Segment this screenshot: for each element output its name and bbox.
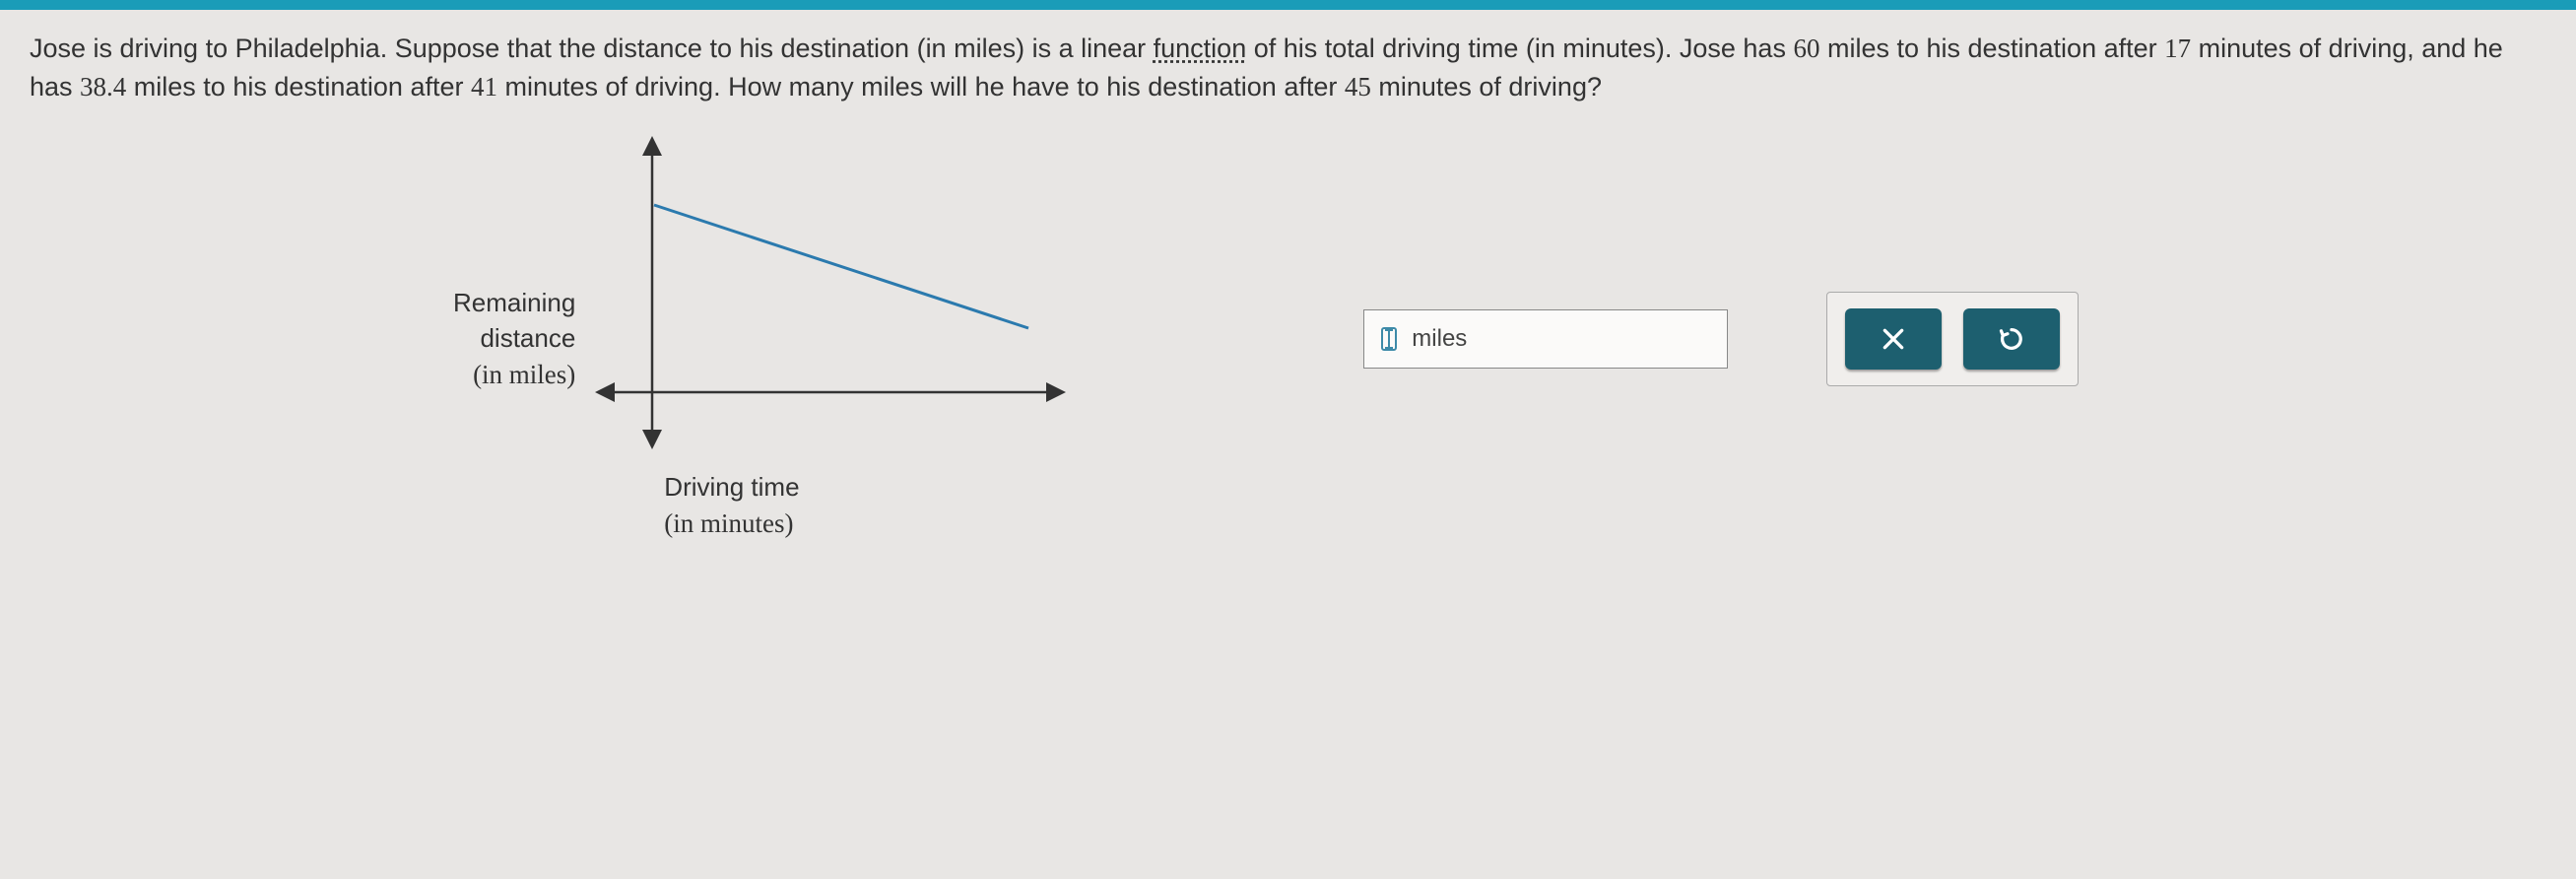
x-axis-label: Driving time (in minutes) bbox=[664, 469, 799, 542]
data-line bbox=[654, 205, 1028, 328]
content-area: Jose is driving to Philadelphia. Suppose… bbox=[0, 0, 2576, 562]
button-panel bbox=[1826, 292, 2079, 386]
text: minutes of driving? bbox=[1371, 72, 1602, 101]
y-axis-label-line1: Remaining bbox=[453, 285, 575, 320]
clear-button[interactable] bbox=[1845, 308, 1942, 370]
function-link[interactable]: function bbox=[1154, 34, 1247, 63]
undo-button[interactable] bbox=[1963, 308, 2060, 370]
answer-unit: miles bbox=[1412, 325, 1467, 353]
text: Jose is driving to Philadelphia. Suppose… bbox=[30, 34, 1154, 63]
number-17: 17 bbox=[2164, 34, 2191, 63]
undo-icon bbox=[1998, 325, 2025, 353]
y-axis-label-line2: distance bbox=[453, 320, 575, 356]
axes-wrap: Driving time (in minutes) bbox=[595, 136, 1068, 542]
text-cursor-icon bbox=[1378, 324, 1400, 354]
answer-row: miles bbox=[1363, 292, 2079, 386]
x-axis-label-line1: Driving time bbox=[664, 469, 799, 505]
y-axis-label: Remaining distance (in miles) bbox=[453, 285, 575, 394]
number-41: 41 bbox=[471, 72, 497, 101]
text: minutes of driving. How many miles will … bbox=[497, 72, 1345, 101]
x-axis-label-line2: (in minutes) bbox=[664, 506, 799, 543]
graph-svg bbox=[595, 136, 1068, 461]
number-45: 45 bbox=[1345, 72, 1371, 101]
x-icon bbox=[1881, 326, 1906, 352]
top-accent-bar bbox=[0, 0, 2576, 10]
problem-statement: Jose is driving to Philadelphia. Suppose… bbox=[30, 30, 2542, 106]
text: miles to his destination after bbox=[1819, 34, 2164, 63]
y-axis-label-line3: (in miles) bbox=[453, 357, 575, 394]
answer-input[interactable]: miles bbox=[1363, 309, 1728, 369]
text: miles to his destination after bbox=[126, 72, 471, 101]
number-60: 60 bbox=[1793, 34, 1819, 63]
number-38-4: 38.4 bbox=[80, 72, 126, 101]
graph-area: Remaining distance (in miles) bbox=[453, 136, 1068, 542]
lower-row: Remaining distance (in miles) bbox=[30, 136, 2546, 542]
text: of his total driving time (in minutes). … bbox=[1246, 34, 1793, 63]
